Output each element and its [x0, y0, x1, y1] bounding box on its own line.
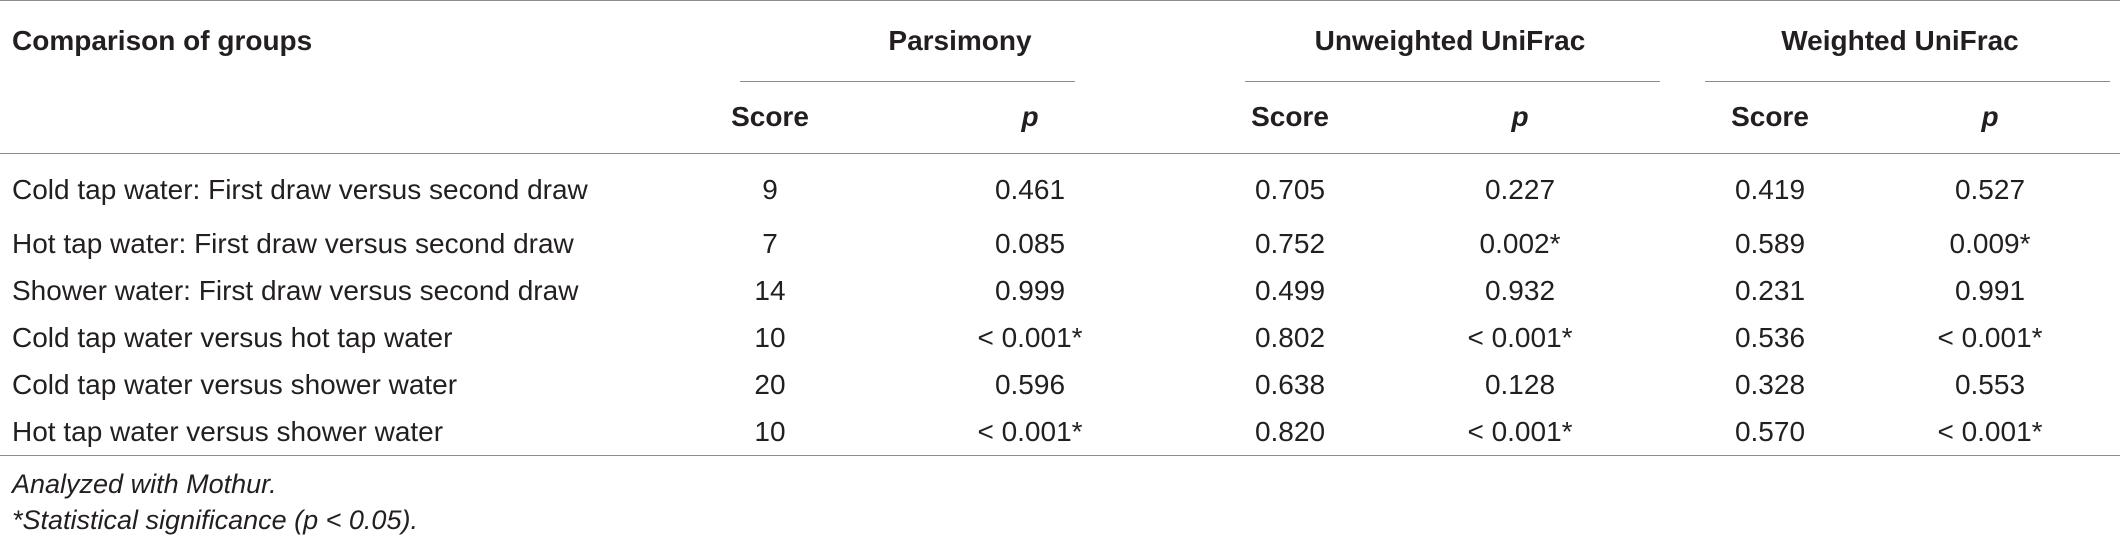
parsimony-score-cell: 10 — [754, 415, 786, 447]
comparison-table: Comparison of groups Parsimony Unweighte… — [0, 0, 2120, 503]
parsimony-score-cell: 14 — [754, 274, 786, 306]
table-body: Cold tap water: First draw versus second… — [0, 154, 2120, 503]
top-rule — [0, 0, 2120, 1]
footnote-significance: *Statistical significance (p < 0.05). — [12, 505, 418, 535]
parsimony-p-cell: < 0.001* — [977, 415, 1083, 447]
sub-header-parsimony-p: p — [1021, 101, 1039, 132]
weighted-p-cell: 0.553 — [1954, 368, 2026, 400]
weighted-p-cell: 0.527 — [1954, 174, 2026, 205]
group-underline-parsimony — [740, 81, 1075, 82]
unweighted-p-cell: < 0.001* — [1467, 415, 1573, 447]
sub-header-unweighted-p: p — [1511, 101, 1529, 132]
unweighted-p-cell: 0.128 — [1484, 368, 1556, 400]
header-bottom-rule — [0, 153, 2120, 154]
parsimony-score-cell: 9 — [762, 174, 778, 205]
row-label: Hot tap water versus shower water — [12, 415, 444, 447]
table-row: Cold tap water versus shower water 20 0.… — [0, 361, 2120, 408]
sub-header-weighted-score: Score — [1731, 101, 1809, 132]
unweighted-score-cell: 0.705 — [1254, 174, 1326, 205]
group-header-parsimony: Parsimony — [700, 1, 1220, 82]
weighted-score-cell: 0.536 — [1734, 321, 1806, 353]
table-row: Shower water: First draw versus second d… — [0, 267, 2120, 314]
parsimony-p-cell: 0.596 — [994, 368, 1066, 400]
weighted-score-cell: 0.589 — [1734, 227, 1806, 259]
weighted-p-cell: < 0.001* — [1937, 321, 2043, 353]
group-underline-unweighted — [1245, 81, 1660, 82]
comparison-column-header: Comparison of groups — [12, 25, 313, 56]
parsimony-score-cell: 20 — [754, 368, 786, 400]
group-header-unweighted-unifrac: Unweighted UniFrac — [1220, 1, 1680, 82]
group-header-weighted-label: Weighted UniFrac — [1781, 25, 2019, 56]
group-header-unweighted-label: Unweighted UniFrac — [1314, 25, 1586, 56]
table-row: Cold tap water: First draw versus second… — [0, 154, 2120, 220]
weighted-score-cell: 0.419 — [1734, 174, 1806, 205]
unweighted-p-cell: 0.227 — [1484, 174, 1556, 205]
sub-header-parsimony-score: Score — [731, 101, 809, 132]
sub-header-weighted-p: p — [1981, 101, 1999, 132]
weighted-score-cell: 0.570 — [1734, 415, 1806, 447]
weighted-p-cell: 0.009* — [1949, 227, 2031, 259]
group-header-row: Comparison of groups Parsimony Unweighte… — [0, 1, 2120, 82]
weighted-p-cell: 0.991 — [1954, 274, 2026, 306]
table-row: Cold tap water versus hot tap water 10 <… — [0, 314, 2120, 361]
row-label: Cold tap water versus shower water — [12, 368, 458, 400]
group-header-parsimony-label: Parsimony — [888, 25, 1032, 56]
parsimony-score-cell: 10 — [754, 321, 786, 353]
weighted-score-cell: 0.231 — [1734, 274, 1806, 306]
weighted-score-cell: 0.328 — [1734, 368, 1806, 400]
row-label: Hot tap water: First draw versus second … — [12, 227, 574, 259]
parsimony-p-cell: < 0.001* — [977, 321, 1083, 353]
sub-header-row: Score p Score p Score p — [0, 81, 2120, 154]
table-footnotes: Analyzed with Mothur. *Statistical signi… — [12, 466, 418, 538]
parsimony-p-cell: 0.085 — [994, 227, 1066, 259]
bottom-rule — [0, 455, 2120, 503]
comparison-table-container: Comparison of groups Parsimony Unweighte… — [0, 0, 2120, 503]
sub-header-empty — [0, 81, 700, 154]
unweighted-p-cell: 0.932 — [1484, 274, 1556, 306]
sub-header-unweighted-score: Score — [1251, 101, 1329, 132]
table-row: Hot tap water versus shower water 10 < 0… — [0, 408, 2120, 456]
parsimony-score-cell: 7 — [762, 227, 778, 259]
footnote-analysis: Analyzed with Mothur. — [12, 469, 277, 499]
table-row: Hot tap water: First draw versus second … — [0, 220, 2120, 267]
unweighted-score-cell: 0.638 — [1254, 368, 1326, 400]
row-label: Cold tap water versus hot tap water — [12, 321, 453, 353]
unweighted-score-cell: 0.820 — [1254, 415, 1326, 447]
parsimony-p-cell: 0.999 — [994, 274, 1066, 306]
group-header-weighted-unifrac: Weighted UniFrac — [1680, 1, 2120, 82]
row-label: Shower water: First draw versus second d… — [12, 274, 579, 306]
unweighted-p-cell: < 0.001* — [1467, 321, 1573, 353]
parsimony-p-cell: 0.461 — [994, 174, 1066, 205]
group-underline-weighted — [1705, 81, 2110, 82]
unweighted-score-cell: 0.802 — [1254, 321, 1326, 353]
unweighted-score-cell: 0.499 — [1254, 274, 1326, 306]
row-label: Cold tap water: First draw versus second… — [12, 174, 588, 205]
unweighted-score-cell: 0.752 — [1254, 227, 1326, 259]
unweighted-p-cell: 0.002* — [1479, 227, 1561, 259]
weighted-p-cell: < 0.001* — [1937, 415, 2043, 447]
